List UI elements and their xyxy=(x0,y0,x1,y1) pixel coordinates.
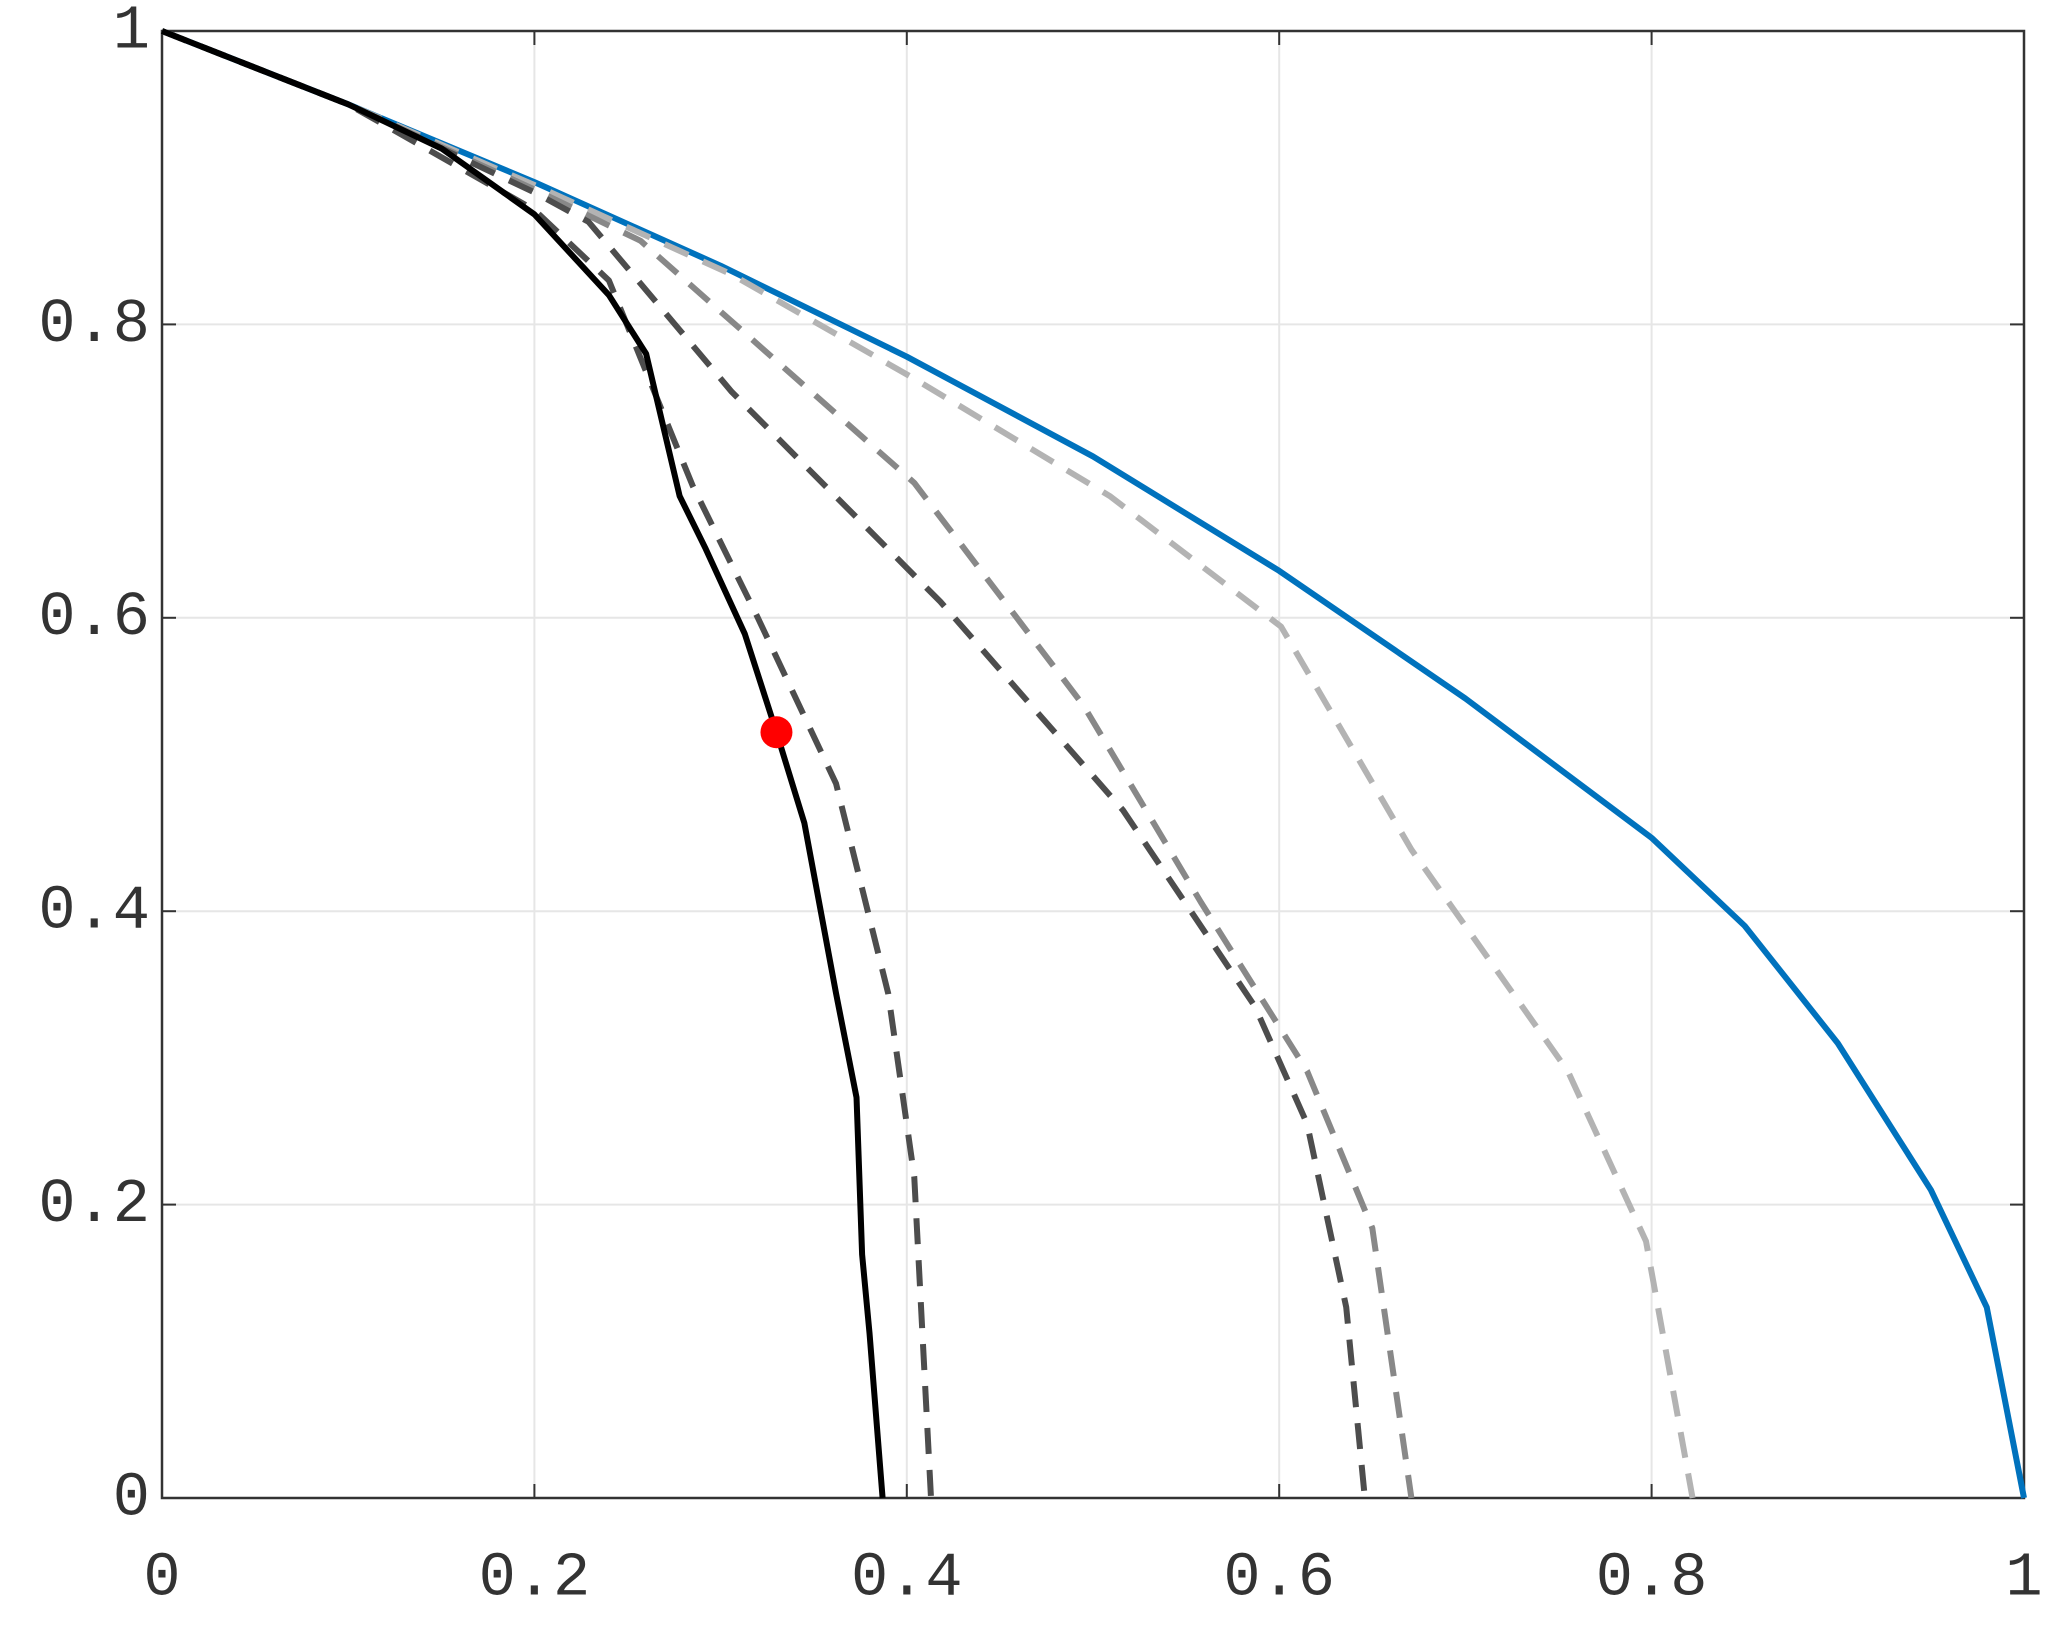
y-tick-label: 0.8 xyxy=(38,289,150,360)
x-tick-label: 0.4 xyxy=(851,1542,963,1613)
y-tick-label: 0.2 xyxy=(38,1169,150,1240)
series-line xyxy=(160,28,935,1499)
y-tick-label: 0.4 xyxy=(38,876,150,947)
y-tick-label: 0 xyxy=(113,1462,150,1533)
y-tick-label: 1 xyxy=(113,0,150,66)
x-tick-label: 0 xyxy=(143,1542,180,1613)
y-tick-label: 0.6 xyxy=(38,582,150,653)
series-line xyxy=(160,28,1696,1499)
highlight-point xyxy=(760,716,793,749)
x-tick-label: 1 xyxy=(2005,1542,2042,1613)
series-line xyxy=(160,28,1368,1499)
x-tick-label: 0.2 xyxy=(479,1542,591,1613)
axes-box xyxy=(160,29,2026,1500)
x-tick-label: 0.6 xyxy=(1223,1542,1335,1613)
x-tick-label: 0.8 xyxy=(1596,1542,1708,1613)
series-line xyxy=(160,28,2027,1499)
series-line xyxy=(160,28,886,1499)
